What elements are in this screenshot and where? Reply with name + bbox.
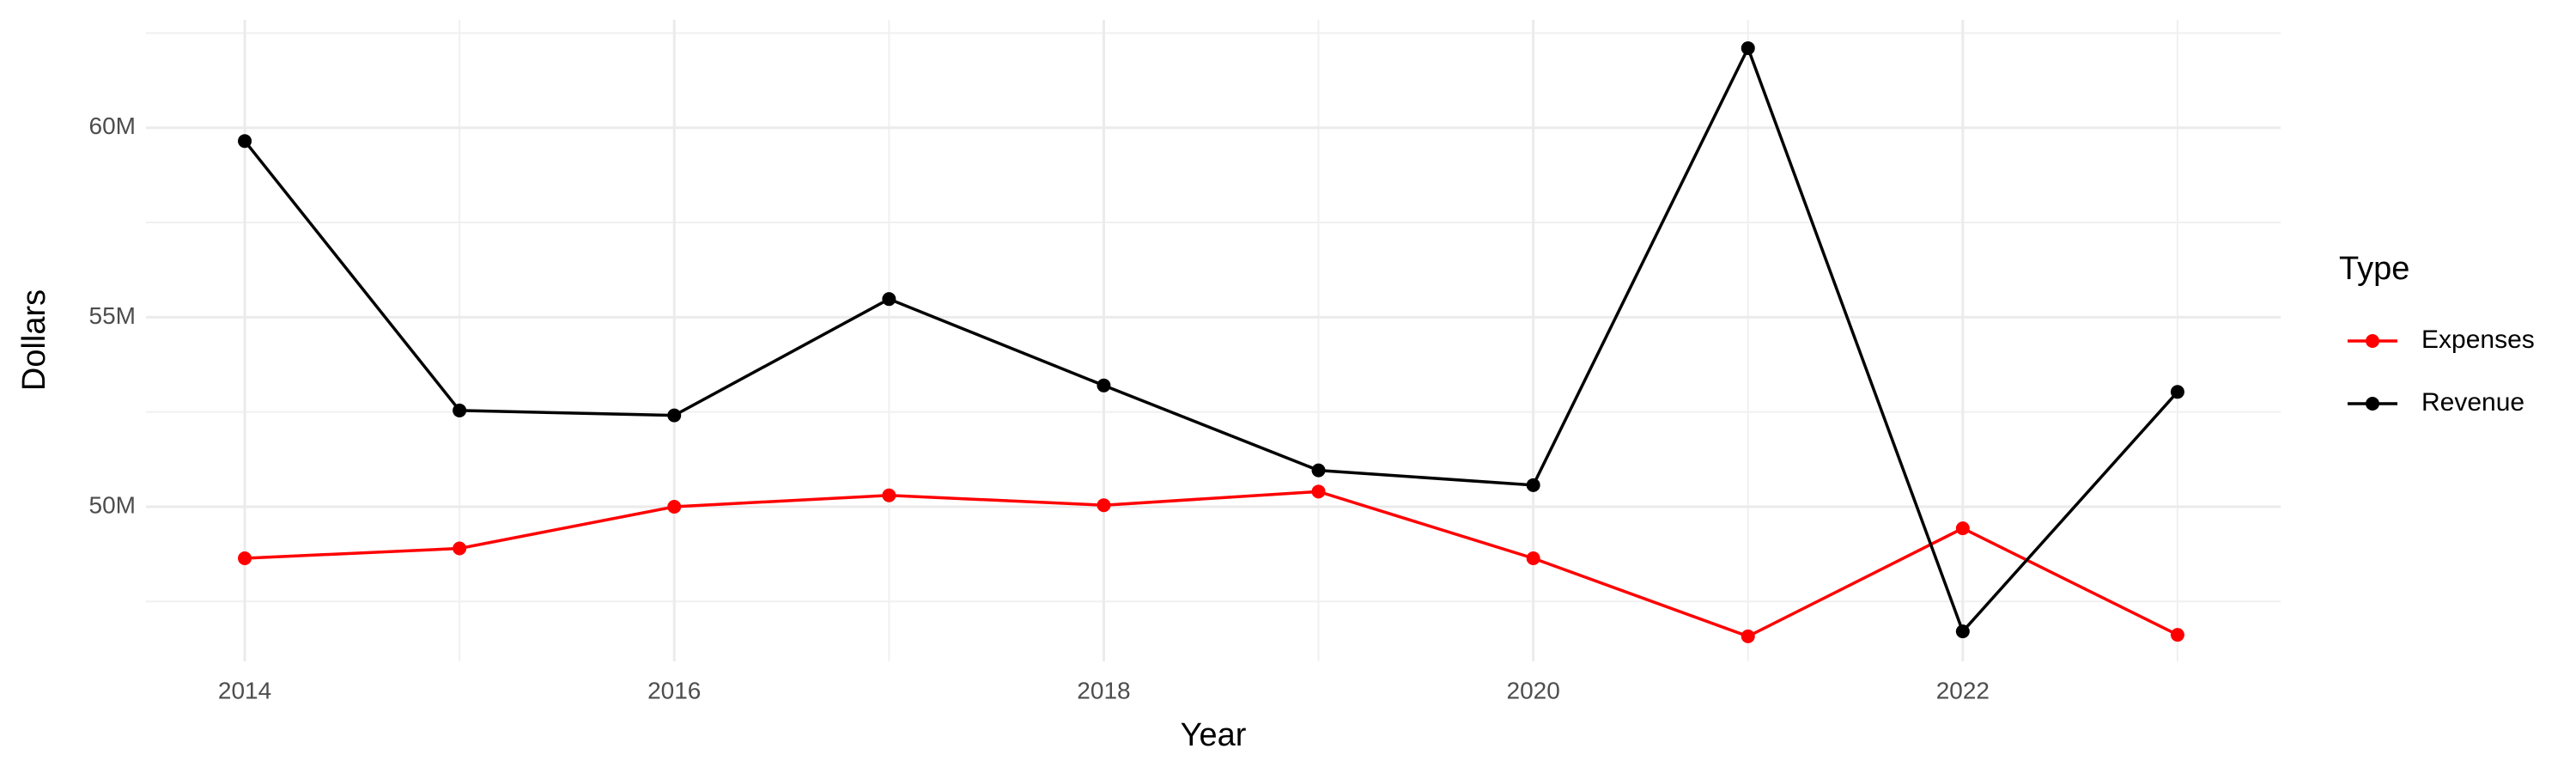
data-point: [1955, 521, 1970, 536]
data-point: [453, 541, 467, 556]
legend-label: Expenses: [2421, 326, 2535, 354]
series-line: [243, 44, 2179, 635]
data-point: [1741, 41, 1755, 56]
x-axis-title: Year: [1181, 717, 1247, 753]
data-point: [1526, 551, 1540, 565]
x-tick-label: 2018: [1077, 677, 1130, 703]
data-point: [667, 499, 682, 514]
data-point: [1097, 498, 1111, 513]
y-tick-label: 60M: [89, 113, 136, 139]
data-point: [238, 551, 252, 565]
x-tick-label: 2016: [647, 677, 701, 703]
legend-title: Type: [2339, 251, 2409, 287]
legend-key-point: [2366, 397, 2379, 411]
x-tick-label: 2014: [218, 677, 271, 703]
x-tick-label: 2022: [1936, 677, 1990, 703]
data-point: [882, 488, 896, 502]
x-tick-label: 2020: [1507, 677, 1560, 703]
data-point: [2170, 385, 2184, 399]
data-point: [1311, 484, 1326, 499]
data-point: [453, 403, 467, 417]
data-point: [238, 134, 252, 149]
data-point: [1741, 629, 1755, 643]
data-point: [1955, 624, 1970, 639]
data-point: [667, 408, 682, 423]
data-point: [1311, 463, 1326, 478]
data-point: [882, 292, 896, 307]
legend-label: Revenue: [2421, 388, 2524, 417]
series-line: [244, 490, 2178, 638]
y-axis-title: Dollars: [16, 289, 52, 391]
y-tick-label: 50M: [89, 491, 136, 518]
data-point: [1097, 378, 1111, 393]
data-point: [2170, 628, 2184, 642]
data-point: [1526, 478, 1540, 492]
legend-key-point: [2366, 334, 2379, 348]
y-tick-label: 55M: [89, 302, 136, 329]
